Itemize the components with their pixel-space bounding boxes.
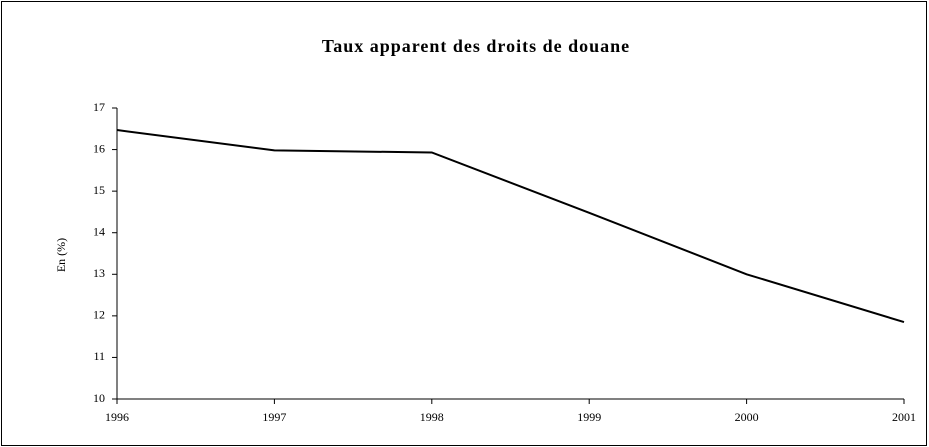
x-tick-label: 1998 bbox=[420, 410, 444, 424]
chart-title: Taux apparent des droits de douane bbox=[322, 36, 630, 56]
x-tick-label: 1997 bbox=[262, 410, 286, 424]
x-tick-label: 2001 bbox=[892, 410, 916, 424]
x-tick-label: 2000 bbox=[735, 410, 759, 424]
y-tick-label: 13 bbox=[93, 266, 105, 280]
y-tick-label: 17 bbox=[93, 100, 105, 114]
line bbox=[116, 129, 905, 324]
y-axis-label: En (%) bbox=[54, 238, 68, 272]
y-tick-label: 11 bbox=[93, 349, 105, 363]
y-tick-label: 16 bbox=[93, 141, 105, 155]
y-tick-label: 15 bbox=[93, 183, 105, 197]
y-tick-label: 10 bbox=[93, 391, 105, 405]
x-tick-label: 1996 bbox=[105, 410, 129, 424]
y-tick-label: 12 bbox=[93, 308, 105, 322]
x-tick-label: 1999 bbox=[577, 410, 601, 424]
y-tick-label: 14 bbox=[93, 224, 105, 238]
